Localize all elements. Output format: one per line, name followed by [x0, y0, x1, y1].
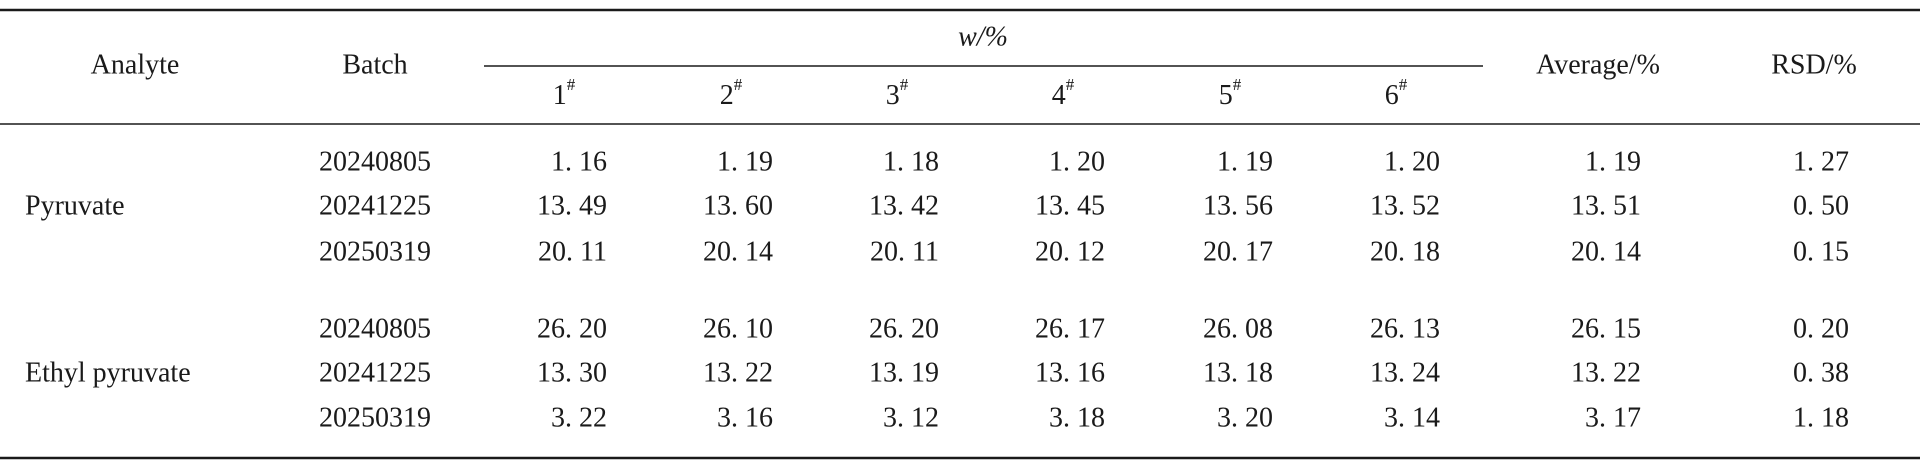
- value: 1. 18: [883, 146, 939, 177]
- value: 1. 16: [551, 146, 607, 177]
- header-analyte: Analyte: [91, 49, 180, 80]
- sample-label: 1: [553, 80, 567, 111]
- value: 13. 60: [703, 190, 773, 221]
- sample-label: 3: [886, 80, 900, 111]
- value: 20. 14: [703, 236, 773, 267]
- rsd: 0. 38: [1793, 357, 1849, 388]
- value: 26. 10: [703, 313, 773, 344]
- batch: 20241225: [319, 190, 431, 221]
- value: 1. 19: [717, 146, 773, 177]
- average: 13. 51: [1571, 190, 1641, 221]
- average: 1. 19: [1585, 146, 1641, 177]
- batch: 20250319: [319, 236, 431, 267]
- value: 1. 19: [1217, 146, 1273, 177]
- sample-label: 6: [1385, 80, 1399, 111]
- value: 26. 20: [537, 313, 607, 344]
- sample-sup: #: [900, 75, 909, 94]
- value: 13. 16: [1035, 357, 1105, 388]
- header-rsd: RSD/%: [1771, 49, 1857, 80]
- sample-header: 4#: [1052, 75, 1075, 112]
- average: 13. 22: [1571, 357, 1641, 388]
- batch: 20240805: [319, 313, 431, 344]
- rsd: 1. 18: [1793, 402, 1849, 433]
- sample-sup: #: [734, 75, 743, 94]
- rsd: 0. 20: [1793, 313, 1849, 344]
- value: 20. 11: [870, 236, 939, 267]
- analyte: Ethyl pyruvate: [25, 357, 191, 388]
- value: 3. 18: [1049, 402, 1105, 433]
- sample-sup: #: [1066, 75, 1075, 94]
- sample-label: 5: [1219, 80, 1233, 111]
- sample-label: 2: [720, 80, 734, 111]
- value: 20. 18: [1370, 236, 1440, 267]
- rsd: 0. 15: [1793, 236, 1849, 267]
- sample-sup: #: [1399, 75, 1408, 94]
- value: 13. 56: [1203, 190, 1273, 221]
- sample-header: 2#: [720, 75, 743, 112]
- value: 26. 17: [1035, 313, 1105, 344]
- rsd: 1. 27: [1793, 146, 1849, 177]
- value: 13. 49: [537, 190, 607, 221]
- sample-header: 3#: [886, 75, 909, 112]
- value: 13. 19: [869, 357, 939, 388]
- sample-header: 6#: [1385, 75, 1408, 112]
- value: 13. 30: [537, 357, 607, 388]
- value: 26. 13: [1370, 313, 1440, 344]
- sample-sup: #: [567, 75, 576, 94]
- batch: 20241225: [319, 357, 431, 388]
- value: 20. 12: [1035, 236, 1105, 267]
- header-group: w/%: [958, 21, 1008, 52]
- value: 26. 20: [869, 313, 939, 344]
- average: 26. 15: [1571, 313, 1641, 344]
- batch: 20250319: [319, 402, 431, 433]
- sample-sup: #: [1233, 75, 1242, 94]
- average: 3. 17: [1585, 402, 1641, 433]
- value: 3. 22: [551, 402, 607, 433]
- rsd: 0. 50: [1793, 190, 1849, 221]
- value: 13. 45: [1035, 190, 1105, 221]
- average: 20. 14: [1571, 236, 1641, 267]
- value: 1. 20: [1049, 146, 1105, 177]
- value: 13. 24: [1370, 357, 1440, 388]
- header-average: Average/%: [1536, 49, 1660, 80]
- value: 3. 20: [1217, 402, 1273, 433]
- value: 3. 12: [883, 402, 939, 433]
- header-batch: Batch: [342, 49, 407, 80]
- value: 13. 42: [869, 190, 939, 221]
- sample-header: 5#: [1219, 75, 1242, 112]
- value: 3. 14: [1384, 402, 1440, 433]
- value: 13. 18: [1203, 357, 1273, 388]
- sample-header: 1#: [553, 75, 576, 112]
- value: 13. 52: [1370, 190, 1440, 221]
- value: 13. 22: [703, 357, 773, 388]
- batch: 20240805: [319, 146, 431, 177]
- value: 20. 11: [538, 236, 607, 267]
- value: 26. 08: [1203, 313, 1273, 344]
- value: 3. 16: [717, 402, 773, 433]
- sample-label: 4: [1052, 80, 1066, 111]
- analyte: Pyruvate: [25, 190, 125, 221]
- value: 20. 17: [1203, 236, 1273, 267]
- value: 1. 20: [1384, 146, 1440, 177]
